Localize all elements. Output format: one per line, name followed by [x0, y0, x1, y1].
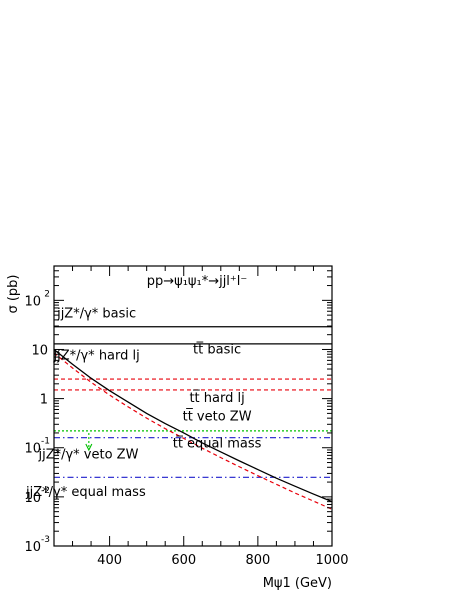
y-tick-label: 1: [40, 393, 48, 408]
x-axis-title: Mψ1 (GeV): [263, 576, 332, 591]
ann-tt-equal-mass: tt̅ equal mass: [173, 435, 262, 451]
y-tick-exponent: -1: [41, 437, 50, 447]
y-tick-label: 10: [24, 491, 41, 506]
y-tick-label: 10: [24, 540, 41, 555]
tick-layer: [53, 265, 333, 547]
process-label: pp→ψ₁ψ₁*→jjl⁺l⁻: [147, 274, 248, 289]
ann-jjz-basic: jjZ*/γ* basic: [56, 306, 136, 321]
x-tick-label: 1000: [315, 553, 348, 568]
y-tick-label: 10: [31, 343, 48, 358]
ann-jjz-veto-zw: jjZ*/γ* veto ZW: [37, 448, 138, 463]
y-tick-label: 10: [24, 442, 41, 457]
series-signal: [53, 348, 333, 503]
ann-jjz-equal-mass: jjZ*/γ* equal mass: [25, 485, 146, 500]
series-signal-hard-lj: [53, 352, 333, 510]
y-axis-title: σ (pb): [6, 274, 21, 313]
ann-tt-hard-lj: tt̅ hard lj: [189, 390, 244, 406]
x-tick-label: 800: [245, 553, 270, 568]
y-tick-exponent: -3: [41, 535, 50, 545]
ann-jjz-hard-lj: jjZ*/γ* hard lj: [52, 348, 139, 363]
y-tick-label: 10: [24, 294, 41, 309]
series-layer: [53, 326, 333, 510]
x-tick-label: 400: [97, 553, 122, 568]
x-tick-label: 600: [171, 553, 196, 568]
y-tick-exponent: -2: [41, 486, 50, 496]
arrow-layer: [85, 432, 93, 452]
ann-tt-veto-zw: tt̅ veto ZW: [183, 408, 252, 424]
ann-tt-basic: tt̅ basic: [193, 341, 241, 357]
y-tick-exponent: 2: [44, 289, 50, 299]
veto-arrow-head: [85, 443, 93, 452]
